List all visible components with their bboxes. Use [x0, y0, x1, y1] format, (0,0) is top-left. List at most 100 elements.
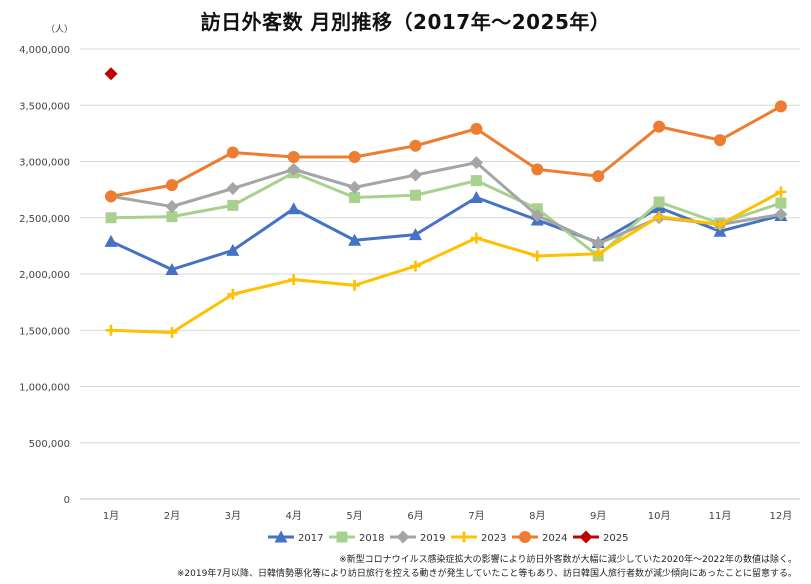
series-2019	[104, 156, 788, 251]
data-point-2018	[349, 192, 361, 203]
series-2017	[104, 191, 788, 275]
y-tick-label: 500,000	[29, 439, 70, 450]
y-tick-label: 2,000,000	[19, 270, 70, 281]
data-point-2018	[531, 203, 543, 215]
data-point-2018	[653, 196, 665, 208]
legend-label: 2017	[298, 533, 323, 544]
data-point-2023	[775, 186, 787, 198]
legend-marker	[579, 530, 593, 544]
data-point-2019	[591, 237, 605, 251]
legend-item-2018: 2018	[329, 531, 384, 544]
legend-item-2024: 2024	[512, 531, 567, 544]
x-tick-label: 5月	[346, 510, 362, 522]
x-tick-label: 4月	[286, 510, 302, 522]
x-tick-label: 12月	[770, 510, 793, 522]
data-point-2018	[227, 199, 239, 211]
data-point-2023	[288, 274, 300, 286]
y-tick-label: 3,500,000	[19, 101, 70, 112]
y-tick-label: 2,500,000	[19, 214, 70, 225]
data-point-2019	[348, 180, 362, 194]
data-point-2018	[410, 189, 421, 201]
data-point-2023	[470, 232, 482, 244]
series-line-2019	[110, 161, 782, 246]
data-point-2023	[592, 248, 604, 260]
legend-item-2023: 2023	[451, 531, 506, 544]
footnote-covid: ※新型コロナウイルス感染症拡大の影響により訪日外客数が大幅に減少していた2020…	[339, 555, 797, 565]
gridlines	[80, 48, 800, 500]
legend-label: 2019	[420, 533, 445, 544]
series-line-2017	[110, 196, 782, 271]
data-point-2019	[774, 207, 788, 221]
data-point-2018	[105, 212, 117, 224]
legend-label: 2018	[359, 533, 384, 544]
data-point-2024	[409, 139, 422, 152]
legend-label: 2025	[603, 533, 628, 544]
data-point-2024	[287, 151, 300, 163]
x-tick-label: 7月	[468, 510, 484, 522]
x-tick-label: 11月	[709, 510, 732, 522]
series-2023	[105, 186, 787, 338]
data-point-2024	[165, 179, 178, 192]
data-point-2017	[104, 234, 118, 247]
y-tick-label: 1,000,000	[19, 383, 70, 394]
x-tick-label: 6月	[407, 510, 423, 522]
data-point-2019	[226, 182, 240, 195]
legend-marker	[336, 531, 348, 543]
data-point-2024	[653, 120, 666, 133]
y-axis: 0 500,000 1,000,000 1,500,000 2,000,000 2,500…	[19, 45, 70, 506]
x-tick-label: 10月	[648, 510, 671, 522]
legend: 2017 2018 2019 2023 2024 2025	[268, 530, 628, 544]
x-tick-label: 1月	[103, 510, 119, 522]
data-point-2023	[105, 324, 117, 336]
data-point-2023	[227, 288, 239, 300]
series-line-2023	[110, 190, 782, 334]
data-point-2019	[287, 162, 301, 176]
data-point-2024	[348, 151, 361, 163]
series-line-2018	[110, 171, 782, 258]
x-tick-label: 9月	[590, 510, 606, 522]
data-point-2025	[104, 67, 118, 81]
y-axis-unit-label: （人）	[46, 25, 74, 35]
data-point-2024	[592, 170, 605, 183]
y-tick-label: 1,500,000	[19, 326, 70, 337]
data-point-2017	[226, 243, 240, 256]
data-point-2017	[165, 263, 179, 275]
footnote-korea: ※2019年7月以降、日韓情勢悪化等により訪日旅行を控える動きが発生していたこと…	[176, 569, 797, 579]
data-point-2019	[165, 200, 179, 213]
series-line-2024	[110, 105, 782, 198]
data-point-2024	[226, 146, 239, 159]
data-point-2017	[287, 202, 301, 215]
data-point-2018	[470, 175, 482, 187]
legend-marker	[458, 531, 470, 543]
legend-marker	[274, 530, 288, 543]
data-point-2023	[653, 211, 665, 223]
data-point-2024	[714, 134, 726, 147]
data-point-2017	[409, 228, 422, 241]
data-point-2023	[410, 260, 421, 272]
y-tick-label: 0	[64, 495, 70, 506]
legend-marker	[519, 531, 531, 543]
chart-title: 訪日外客数 月別推移（2017年～2025年）	[200, 10, 611, 34]
data-point-2024	[470, 122, 483, 135]
legend-item-2017: 2017	[268, 530, 323, 544]
data-point-2019	[409, 168, 422, 182]
x-tick-label: 3月	[225, 510, 241, 522]
legend-marker	[396, 530, 410, 544]
legend-label: 2023	[481, 533, 506, 544]
legend-item-2019: 2019	[390, 530, 445, 544]
data-point-2019	[530, 209, 544, 222]
data-point-2017	[348, 233, 362, 246]
legend-item-2025: 2025	[573, 530, 628, 544]
y-tick-label: 3,000,000	[19, 158, 70, 169]
data-point-2018	[775, 197, 787, 209]
x-axis: 1月 2月 3月 4月 5月 6月 7月 8月 9月 10月 11月 12月	[103, 510, 792, 522]
data-point-2024	[774, 100, 787, 113]
data-point-2023	[166, 327, 178, 338]
data-point-2023	[531, 250, 543, 262]
series-2025	[104, 67, 118, 81]
data-point-2023	[714, 219, 726, 230]
data-point-2024	[531, 163, 544, 176]
data-point-2017	[469, 191, 483, 203]
legend-label: 2024	[542, 533, 567, 544]
